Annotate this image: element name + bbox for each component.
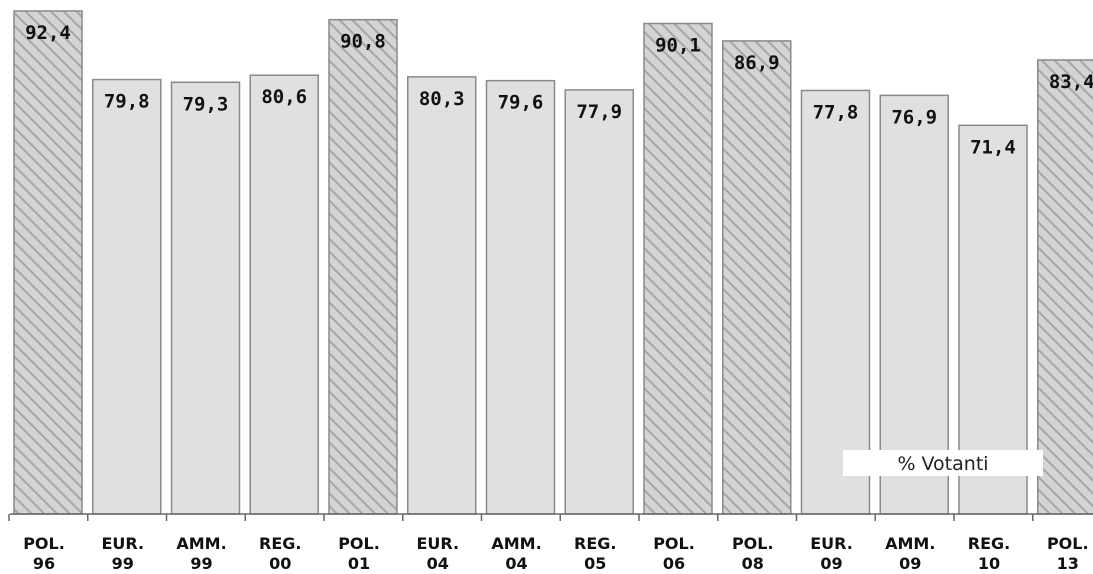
tick-label-type-2: AMM. bbox=[176, 534, 226, 553]
bar-11 bbox=[879, 94, 949, 515]
bar-2 bbox=[170, 81, 241, 515]
bar-6 bbox=[485, 79, 556, 515]
value-label-8: 90,1 bbox=[655, 34, 701, 56]
bar-13 bbox=[1037, 59, 1093, 515]
tick-label-year-7: 05 bbox=[584, 554, 606, 573]
tick-label-type-3: REG. bbox=[259, 534, 301, 553]
legend-label: % Votanti bbox=[897, 453, 988, 475]
tick-label-type-6: AMM. bbox=[491, 534, 541, 553]
value-label-13: 83,4 bbox=[1049, 71, 1093, 93]
tick-label-type-9: POL. bbox=[732, 534, 774, 553]
tick-label-year-2: 99 bbox=[190, 554, 212, 573]
x-axis-ticks-group bbox=[8, 514, 1034, 521]
bars-group bbox=[13, 10, 1093, 515]
bar-8 bbox=[643, 22, 713, 515]
tick-label-type-4: POL. bbox=[338, 534, 380, 553]
value-label-7: 77,9 bbox=[576, 101, 622, 123]
tick-label-year-11: 09 bbox=[899, 554, 921, 573]
bar-7 bbox=[564, 89, 634, 515]
tick-label-type-10: EUR. bbox=[810, 534, 853, 553]
bar-3 bbox=[249, 74, 319, 515]
tick-label-type-5: EUR. bbox=[416, 534, 459, 553]
tick-label-year-1: 99 bbox=[112, 554, 134, 573]
tick-label-year-10: 09 bbox=[820, 554, 842, 573]
bar-10 bbox=[800, 89, 871, 515]
legend-box bbox=[843, 450, 1043, 476]
tick-label-type-8: POL. bbox=[653, 534, 695, 553]
tick-label-year-5: 04 bbox=[427, 554, 449, 573]
value-label-0: 92,4 bbox=[25, 22, 71, 44]
value-label-11: 76,9 bbox=[891, 106, 937, 128]
tick-label-type-13: POL. bbox=[1047, 534, 1089, 553]
legend: % Votanti bbox=[843, 450, 1043, 476]
tick-label-year-13: 13 bbox=[1057, 554, 1079, 573]
tick-label-year-6: 04 bbox=[505, 554, 527, 573]
value-label-9: 86,9 bbox=[734, 52, 780, 74]
tick-label-year-3: 00 bbox=[269, 554, 291, 573]
tick-label-year-9: 08 bbox=[742, 554, 764, 573]
value-labels-group: 92,4 79,8 79,3 80,6 90,8 80,3 79,6 77,9 90,1 86,9… bbox=[25, 22, 1093, 158]
bar-9 bbox=[722, 40, 792, 515]
tick-label-type-1: EUR. bbox=[101, 534, 144, 553]
value-label-1: 79,8 bbox=[104, 91, 150, 113]
value-label-5: 80,3 bbox=[419, 88, 465, 110]
tick-label-year-12: 10 bbox=[978, 554, 1000, 573]
value-label-4: 90,8 bbox=[340, 31, 386, 53]
bar-4 bbox=[328, 18, 398, 515]
tick-label-year-4: 01 bbox=[348, 554, 370, 573]
bar-0 bbox=[13, 10, 83, 515]
bar-1 bbox=[92, 78, 162, 515]
value-label-2: 79,3 bbox=[183, 93, 229, 115]
tick-label-year-0: 96 bbox=[33, 554, 55, 573]
tick-label-type-11: AMM. bbox=[885, 534, 935, 553]
tick-label-type-12: REG. bbox=[968, 534, 1010, 553]
value-label-6: 79,6 bbox=[498, 92, 544, 114]
x-axis-tick-labels-group: POL.96EUR.99AMM.99REG.00POL.01EUR.04AMM.… bbox=[23, 534, 1088, 573]
value-label-10: 77,8 bbox=[813, 101, 859, 123]
tick-label-type-7: REG. bbox=[574, 534, 616, 553]
bar-12 bbox=[958, 124, 1028, 515]
tick-label-year-8: 06 bbox=[663, 554, 685, 573]
bar-5 bbox=[407, 76, 477, 515]
value-label-12: 71,4 bbox=[970, 136, 1016, 158]
value-label-3: 80,6 bbox=[261, 86, 307, 108]
tick-label-type-0: POL. bbox=[23, 534, 65, 553]
